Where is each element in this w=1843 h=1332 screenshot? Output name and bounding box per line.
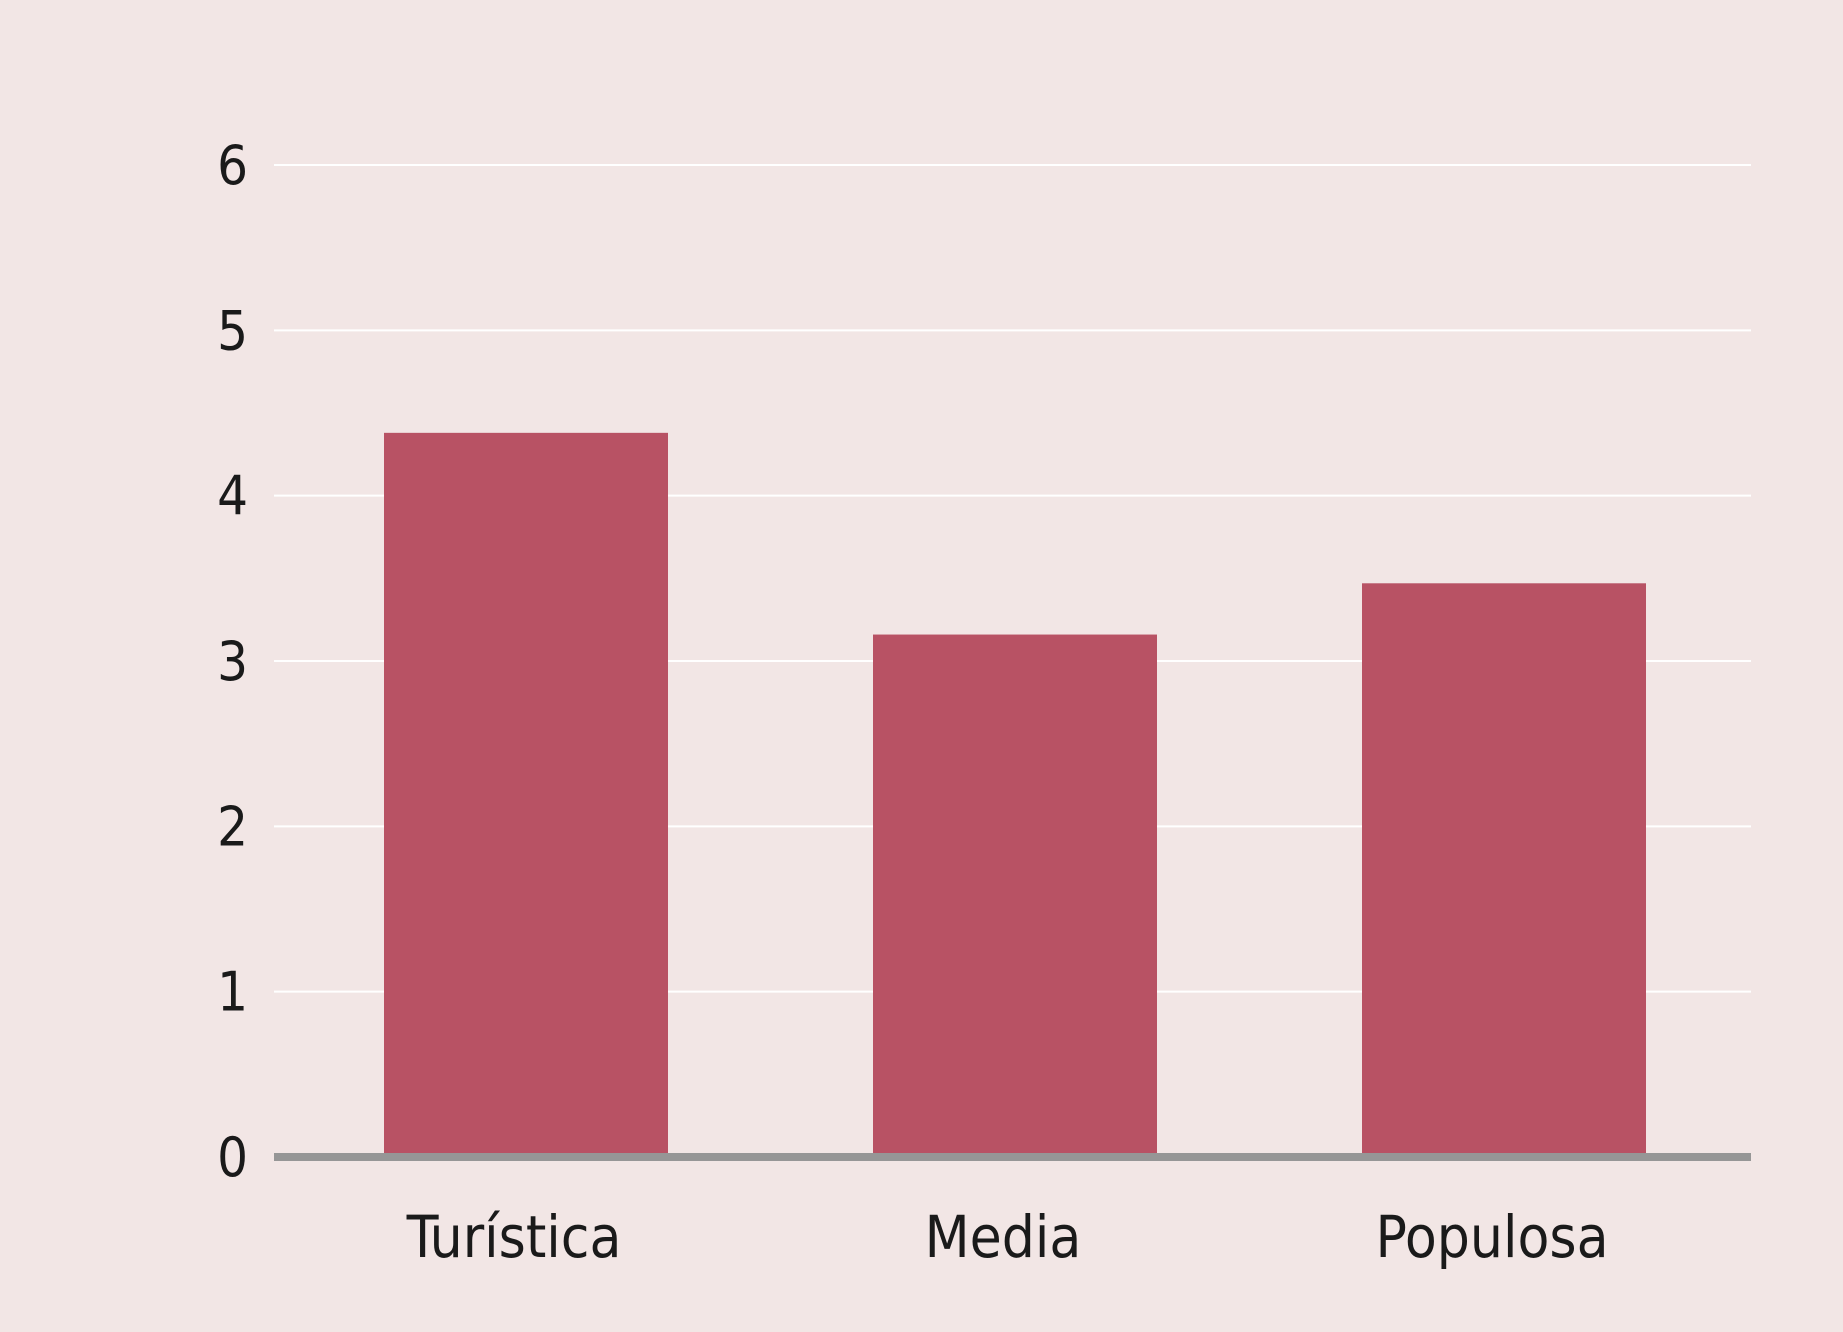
y-tick-label: 5 (217, 299, 248, 362)
y-axis-tick-labels: 0 1 2 3 4 5 6 (217, 134, 248, 1189)
x-category-label: Media (925, 1203, 1082, 1271)
y-tick-label: 3 (217, 630, 248, 693)
bar-populosa (1362, 583, 1646, 1157)
y-tick-label: 0 (217, 1126, 248, 1189)
y-tick-label: 6 (217, 134, 248, 197)
bar-media (873, 634, 1157, 1157)
x-axis-category-labels: Turística Media Populosa (406, 1203, 1609, 1271)
bar-turística (384, 432, 668, 1158)
y-tick-label: 2 (217, 795, 248, 858)
y-tick-label: 1 (217, 961, 248, 1024)
bars (384, 432, 1646, 1158)
x-category-label: Populosa (1375, 1203, 1608, 1271)
y-tick-label: 4 (217, 465, 248, 528)
x-category-label: Turística (406, 1203, 622, 1271)
